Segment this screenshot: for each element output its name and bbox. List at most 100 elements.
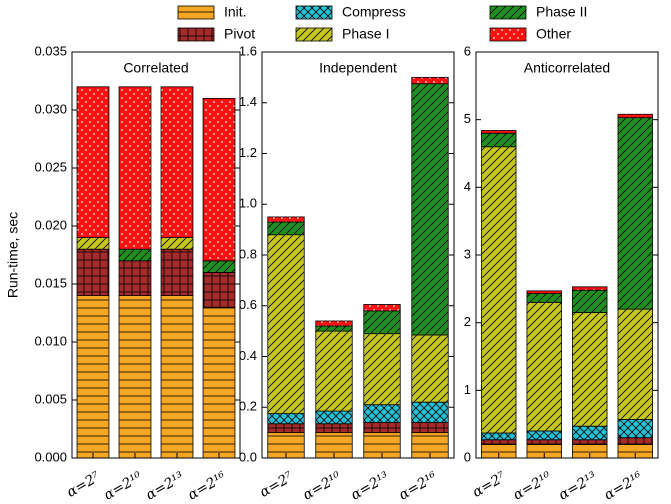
bar-segment: [526, 439, 562, 445]
bar-segment: [617, 419, 653, 439]
y-tick-label: 0.0: [239, 449, 257, 464]
legend-label: Phase II: [536, 4, 587, 20]
bar-segment: [481, 146, 517, 434]
legend-label: Pivot: [224, 26, 255, 42]
y-tick-label: 3: [464, 246, 471, 261]
bar-segment: [411, 76, 449, 85]
bar-segment: [481, 439, 517, 445]
bar-segment: [315, 320, 353, 327]
bar-segment: [572, 289, 608, 313]
x-tick-label: α=2¹⁶: [601, 469, 645, 504]
bar-segment: [526, 301, 562, 432]
legend-swatch: [177, 5, 215, 20]
x-tick-label: α=2¹⁶: [185, 469, 229, 504]
bar-segment: [526, 293, 562, 303]
y-tick-label: 0.4: [239, 348, 257, 363]
y-tick-label: 0.015: [34, 275, 67, 290]
bar-segment: [315, 325, 353, 332]
axes-frame: [475, 51, 659, 459]
bar-segment: [267, 216, 305, 223]
bar-segment: [315, 330, 353, 412]
bar-segment: [617, 437, 653, 445]
bar-segment: [411, 83, 449, 336]
legend-swatch: [295, 5, 333, 20]
x-tick-label: α=2¹³: [348, 469, 392, 504]
y-tick-label: 0.025: [34, 159, 67, 174]
bar-segment: [481, 432, 517, 441]
subplot-title: Independent: [319, 60, 397, 76]
bar-segment: [118, 86, 152, 250]
y-tick-label: 0.035: [34, 43, 67, 58]
bar-segment: [481, 132, 517, 148]
x-tick-label: α=2⁷: [470, 469, 509, 501]
bar-segment: [411, 401, 449, 423]
bar-segment: [572, 439, 608, 445]
bar-segment: [267, 413, 305, 425]
y-tick-label: 1.2: [239, 145, 257, 160]
axes-frame: [71, 51, 241, 459]
bar-segment: [617, 117, 653, 310]
bar-segment: [363, 310, 401, 335]
bar-segment: [526, 430, 562, 441]
y-tick-label: 2: [464, 314, 471, 329]
bar-segment: [160, 248, 194, 296]
bar-segment: [315, 410, 353, 425]
bar-segment: [363, 333, 401, 406]
axes-frame: [261, 51, 455, 459]
legend-swatch: [177, 27, 215, 42]
x-tick-label: α=2⁷: [64, 469, 103, 501]
bar-segment: [76, 248, 110, 296]
bar-segment: [572, 425, 608, 441]
y-tick-label: 1.4: [239, 94, 257, 109]
bar-segment: [481, 130, 517, 134]
subplot-title: Anticorrelated: [524, 60, 610, 76]
bar-segment: [572, 312, 608, 427]
y-tick-label: 1: [464, 382, 471, 397]
bar-segment: [76, 237, 110, 250]
y-axis-label: Run-time, sec: [5, 212, 21, 298]
legend-swatch: [295, 27, 333, 42]
bar-segment: [76, 295, 110, 459]
bar-segment: [118, 260, 152, 296]
legend-label: Phase I: [342, 26, 389, 42]
bar-segment: [202, 271, 236, 308]
x-tick-label: α=2⁷: [257, 469, 296, 501]
bar-segment: [202, 98, 236, 262]
bar-segment: [411, 422, 449, 434]
bar-segment: [160, 237, 194, 250]
y-tick-label: 4: [464, 179, 471, 194]
subplot-title: Correlated: [123, 60, 188, 76]
x-tick-label: α=2¹⁶: [396, 469, 440, 504]
y-tick-label: 0.005: [34, 391, 67, 406]
bar-segment: [76, 86, 110, 239]
y-tick-label: 0.8: [239, 246, 257, 261]
bar-segment: [363, 304, 401, 312]
y-tick-label: 0.030: [34, 101, 67, 116]
legend-label: Init.: [224, 4, 247, 20]
bar-segment: [363, 422, 401, 434]
y-tick-label: 0.000: [34, 449, 67, 464]
x-tick-label: α=2¹⁰: [510, 469, 554, 504]
legend-swatch: [489, 27, 527, 42]
bar-segment: [267, 234, 305, 414]
y-tick-label: 6: [464, 43, 471, 58]
legend-swatch: [489, 5, 527, 20]
y-tick-label: 0: [464, 449, 471, 464]
bar-segment: [160, 295, 194, 459]
x-tick-label: α=2¹³: [556, 469, 600, 504]
x-tick-label: α=2¹³: [143, 469, 187, 504]
legend-label: Compress: [342, 4, 406, 20]
bar-segment: [267, 423, 305, 434]
y-tick-label: 0.6: [239, 297, 257, 312]
bar-segment: [363, 404, 401, 423]
bar-segment: [617, 113, 653, 119]
bar-segment: [526, 290, 562, 294]
y-tick-label: 0.010: [34, 333, 67, 348]
bar-segment: [267, 221, 305, 236]
y-tick-label: 0.020: [34, 217, 67, 232]
bar-segment: [118, 248, 152, 262]
bar-segment: [572, 286, 608, 291]
bar-segment: [202, 306, 236, 459]
bar-segment: [617, 308, 653, 420]
x-tick-label: α=2¹⁰: [300, 469, 344, 504]
